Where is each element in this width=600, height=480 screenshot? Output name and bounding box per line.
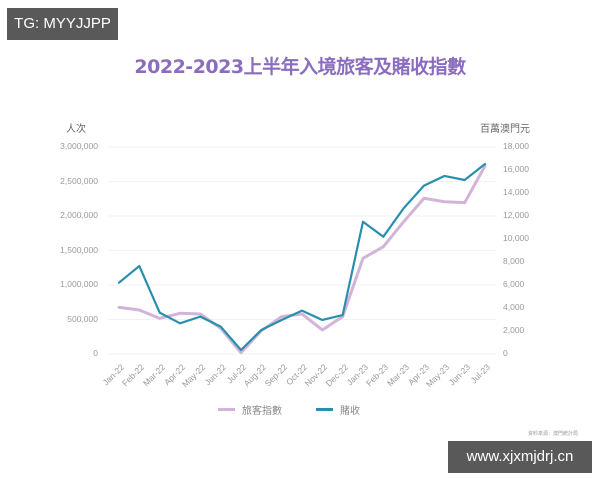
legend-swatch-visitors [218, 408, 235, 411]
right-axis-tick: 2,000 [503, 325, 525, 335]
left-axis-unit: 人次 [66, 124, 86, 135]
left-axis-tick: 0 [93, 348, 98, 358]
left-axis-tick: 1,000,000 [60, 279, 98, 289]
watermark-bottom: www.xjxmjdrj.cn [448, 441, 592, 473]
legend-swatch-gaming [316, 408, 333, 411]
chart-title: 2022-2023上半年入境旅客及賭收指數 [134, 56, 466, 78]
right-axis-tick: 14,000 [503, 187, 529, 197]
gaming-line [117, 162, 487, 352]
right-axis-tick: 6,000 [503, 279, 525, 289]
right-axis-tick: 8,000 [503, 256, 525, 266]
watermark-top: TG: MYYJJPP [7, 8, 118, 40]
right-axis-tick: 10,000 [503, 233, 529, 243]
legend-label-gaming: 賭收 [340, 406, 360, 417]
legend-item-gaming: 賭收 [316, 402, 360, 417]
legend: 旅客指數 賭收 [218, 402, 360, 417]
right-axis-tick: 16,000 [503, 164, 529, 174]
source-note: 資料來源：澳門統計局 [528, 431, 579, 437]
left-axis-tick: 2,000,000 [60, 210, 98, 220]
right-axis-tick: 18,000 [503, 141, 529, 151]
left-axis-tick: 2,500,000 [60, 175, 98, 186]
legend-item-visitors: 旅客指數 [218, 402, 282, 417]
left-axis-tick: 500,000 [67, 313, 98, 324]
legend-label-visitors: 旅客指數 [242, 406, 282, 417]
visitors-line [117, 164, 487, 355]
left-axis-tick: 3,000,000 [60, 141, 98, 151]
right-axis-unit: 百萬澳門元 [480, 124, 530, 135]
right-axis-tick: 0 [503, 348, 508, 358]
right-axis-tick: 12,000 [503, 210, 529, 220]
left-axis-tick: 1,500,000 [60, 244, 98, 255]
right-axis-tick: 4,000 [503, 302, 525, 312]
